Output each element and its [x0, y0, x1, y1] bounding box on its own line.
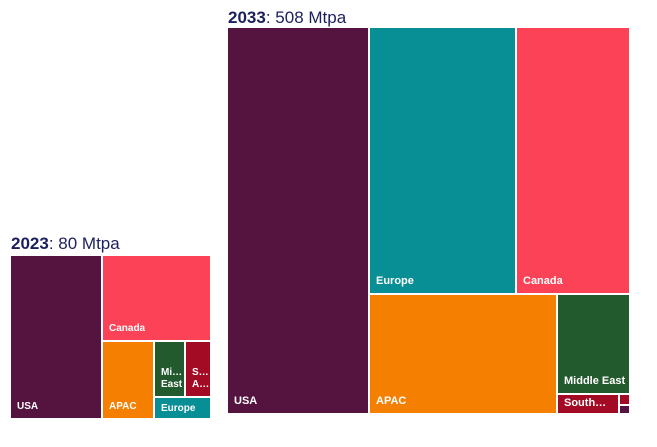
- title-2033-total: 508 Mtpa: [275, 8, 347, 27]
- tile-2033-apac: APAC: [369, 294, 557, 414]
- tile-label: USA: [234, 395, 258, 407]
- tile-label: Europe: [161, 403, 196, 414]
- treemap-2023: USA Canada APAC Mi… East S… A… Europe: [10, 255, 211, 419]
- title-2033-year: 2033: [228, 8, 266, 27]
- tile-2023-usa: USA: [10, 255, 102, 419]
- tile-2033-other-2: [619, 405, 630, 414]
- tile-label: USA: [17, 401, 39, 412]
- tile-label: Mi… East: [161, 367, 183, 390]
- tile-2033-middle-east: Middle East: [557, 294, 630, 394]
- tile-label: South…: [564, 397, 607, 409]
- tile-label: APAC: [376, 395, 407, 407]
- tile-label: APAC: [109, 401, 137, 412]
- tile-label: Middle East: [564, 375, 626, 387]
- title-2023-year: 2023: [11, 234, 49, 253]
- treemap-2033: USA Europe Canada APAC Middle East South…: [227, 27, 630, 414]
- tile-2023-middle-east: Mi… East: [154, 341, 185, 397]
- tile-2033-usa: USA: [227, 27, 369, 414]
- tile-label: Europe: [376, 275, 414, 287]
- title-2023: 2023: 80 Mtpa: [11, 234, 120, 253]
- tile-2023-europe: Europe: [154, 397, 211, 419]
- title-2023-total: 80 Mtpa: [58, 234, 120, 253]
- title-2033: 2033: 508 Mtpa: [228, 8, 347, 27]
- tile-2023-apac: APAC: [102, 341, 154, 419]
- tile-label: Canada: [523, 275, 563, 287]
- tile-2033-canada: Canada: [516, 27, 630, 294]
- tile-label: S… A…: [192, 367, 210, 390]
- tile-2033-europe: Europe: [369, 27, 516, 294]
- tile-2033-south-america: South…: [557, 394, 619, 414]
- tile-label: Canada: [109, 323, 146, 334]
- tile-2023-south-america: S… A…: [185, 341, 211, 397]
- tile-2033-other-1: [619, 394, 630, 405]
- tile-2023-canada: Canada: [102, 255, 211, 341]
